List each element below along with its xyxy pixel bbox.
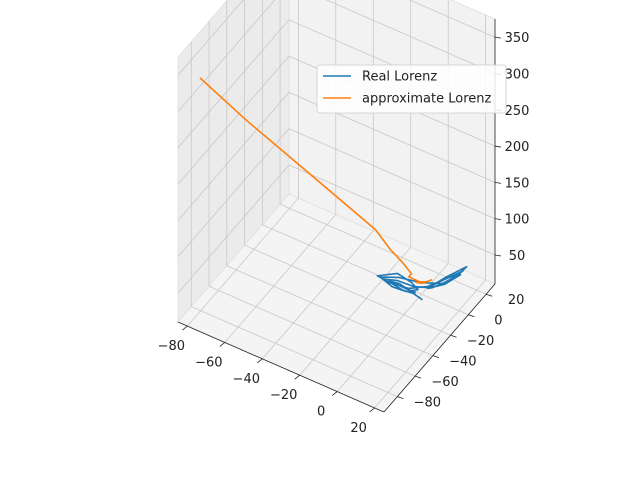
z-tick-label: 250	[505, 104, 530, 119]
z-gridline	[177, 91, 496, 221]
y-gridline	[208, 21, 416, 377]
z-gridline	[177, 55, 496, 185]
legend-label: Real Lorenz	[362, 70, 437, 85]
z-tick-label: 50	[509, 249, 526, 264]
y-tick	[397, 396, 404, 400]
y-tick	[485, 293, 493, 297]
series-line-real-lorenz	[376, 265, 468, 301]
tick-labels: −80−60−40−20020−80−60−40−200205010015020…	[158, 31, 530, 436]
y-gridline	[226, 0, 433, 357]
x-tick-label: −20	[270, 388, 297, 403]
y-tick-label: −80	[414, 396, 441, 411]
legend-box	[316, 64, 507, 114]
x-gridline	[187, 0, 299, 327]
y-tick-label: −40	[449, 355, 476, 370]
x-tick	[182, 325, 188, 331]
z-gridline	[177, 164, 496, 294]
y-tick-label: −20	[467, 334, 494, 349]
x-tick	[219, 342, 226, 347]
z-tick-label: 150	[505, 176, 530, 191]
z-tick-label: 350	[505, 31, 530, 46]
z-gridline	[177, 0, 496, 76]
y-gridline	[279, 0, 487, 295]
y-gridline	[244, 0, 451, 336]
z-tick-label: 300	[505, 67, 530, 82]
y-tick	[432, 355, 439, 359]
series-line-approximate-lorenz	[199, 77, 433, 285]
x-gridline	[224, 0, 337, 343]
x-tick	[294, 374, 300, 380]
z-gridline	[177, 0, 496, 112]
y-tick-label: 20	[508, 293, 525, 308]
x-tick-label: −60	[195, 355, 222, 370]
y-tick-label: 0	[494, 314, 502, 329]
x-axis-line	[177, 321, 385, 413]
y-tick-label: −60	[431, 375, 458, 390]
x-gridline	[261, 0, 374, 360]
x-tick-label: 20	[350, 421, 367, 436]
x-tick	[369, 407, 375, 413]
y-axis-line	[383, 283, 496, 413]
legend: Real Lorenz approximate Lorenz	[316, 64, 507, 114]
z-tick	[494, 181, 502, 184]
legend-label: approximate Lorenz	[362, 92, 492, 107]
z-gridline	[177, 128, 496, 257]
axis-panes	[177, 0, 496, 413]
y-gridline	[190, 41, 398, 397]
x-tick	[257, 358, 263, 364]
z-tick-label: 200	[505, 140, 530, 155]
tick-marks	[177, 19, 502, 413]
y-tick	[414, 375, 422, 379]
series-lines	[199, 77, 468, 301]
x-tick-label: 0	[317, 405, 325, 420]
z-tick	[494, 218, 502, 221]
x-tick-label: −80	[158, 339, 185, 354]
z-tick	[494, 36, 502, 39]
z-tick	[494, 254, 502, 257]
y-tick	[468, 314, 475, 318]
x-tick	[331, 391, 338, 396]
z-tick	[494, 145, 502, 148]
x-tick-label: −40	[233, 372, 260, 387]
y-tick	[450, 334, 457, 338]
z-tick-label: 100	[505, 213, 530, 228]
